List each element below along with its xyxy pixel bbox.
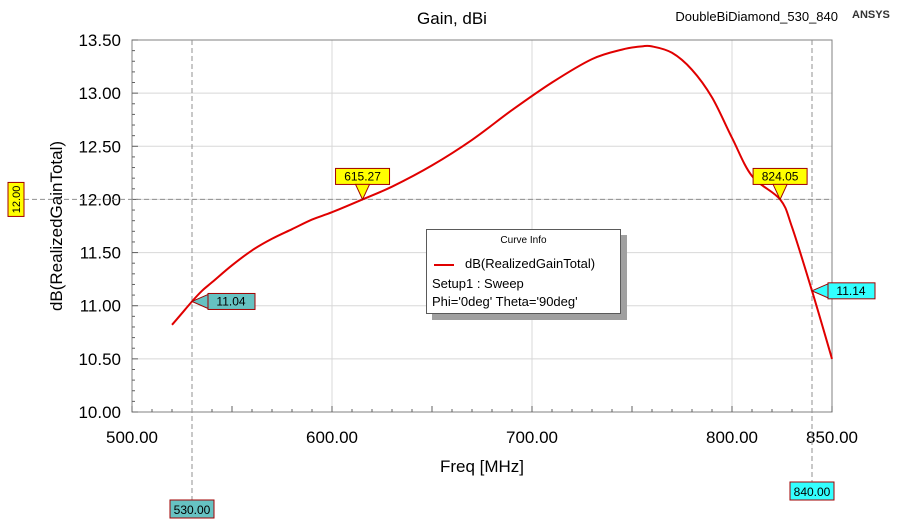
marker-pointer: [354, 183, 371, 201]
cursor-lines: [24, 40, 832, 500]
plot-area-border: [131, 39, 833, 413]
y-cursor-box: [7, 181, 25, 217]
marker-box: [827, 282, 876, 300]
x-tick-label: 700.00: [506, 428, 558, 447]
legend-variation: Phi='0deg' Theta='90deg': [432, 294, 578, 309]
marker-label: 824.05: [762, 169, 799, 183]
marker-label: 615.27: [344, 169, 381, 183]
tick-labels: 500.00 600.00 700.00 800.00 850.00 10.00 10.50…: [78, 31, 858, 447]
plot-frame: [131, 39, 833, 413]
y-tick-label: 13.50: [78, 31, 121, 50]
x-cursor-label-2: 840.00: [794, 485, 831, 499]
x-cursor-box-2: [789, 481, 835, 501]
gain-curve-0: [171, 44, 833, 360]
y-tick-label: 13.00: [78, 84, 121, 103]
series-layer: [171, 44, 833, 360]
x-tick-label: 500.00: [106, 428, 158, 447]
y-tick-label: 11.50: [80, 244, 121, 263]
grid-lines: [132, 40, 832, 412]
x-cursor-box-1: [169, 499, 215, 519]
marker-label: 11.04: [216, 294, 245, 308]
legend-title: Curve Info: [500, 235, 547, 246]
x-axis-label: Freq [MHz]: [440, 457, 524, 476]
ansys-brand: ANSYS: [852, 9, 890, 21]
x-cursor-label-1: 530.00: [174, 503, 211, 517]
design-name: DoubleBiDiamond_530_840: [675, 9, 838, 24]
curve-info-legend[interactable]: Curve Info dB(RealizedGainTotal) Setup1 …: [426, 229, 621, 314]
x-tick-label: 600.00: [306, 428, 358, 447]
marker-layer: 615.27 824.05 11.04 11.14 12.00 530.00 840.00: [7, 167, 876, 519]
marker-pointer: [772, 183, 788, 201]
y-tick-label: 10.50: [78, 350, 121, 369]
marker-label: 11.14: [836, 284, 865, 298]
y-axis-label: dB(RealizedGainTotal): [47, 141, 66, 311]
y-tick-label: 11.00: [80, 297, 121, 316]
x-tick-label: 850.00: [806, 428, 858, 447]
legend-line-swatch: [434, 264, 454, 266]
chart-title: Gain, dBi: [417, 9, 487, 28]
legend-series-name: dB(RealizedGainTotal): [465, 256, 596, 271]
legend-setup: Setup1 : Sweep: [432, 276, 524, 291]
y-tick-label: 12.50: [78, 137, 121, 156]
marker-pointer: [190, 293, 209, 310]
marker-box: [207, 292, 256, 310]
y-tick-label: 10.00: [78, 403, 121, 422]
x-tick-label: 800.00: [706, 428, 758, 447]
y-cursor-label: 12.00: [11, 186, 23, 214]
